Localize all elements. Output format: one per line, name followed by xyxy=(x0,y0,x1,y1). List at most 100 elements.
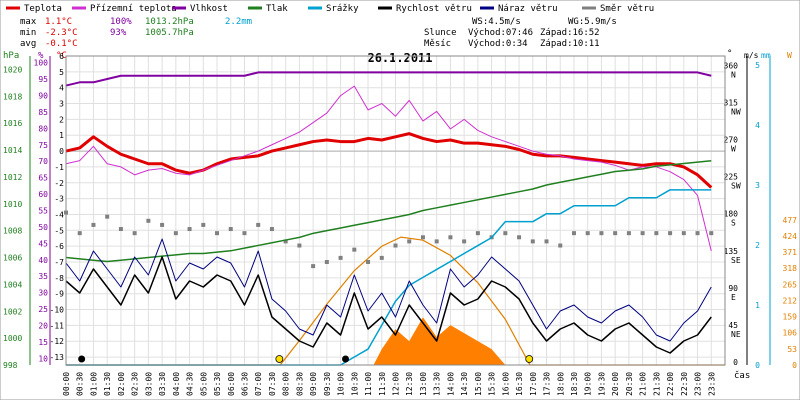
legend: Teplota Přízemní teplota Vlhkost Tlak Srážky… xyxy=(6,4,654,14)
plot-border xyxy=(65,55,726,366)
rain-intensity-area xyxy=(373,317,506,365)
y-tick-pct: 60 xyxy=(38,190,48,199)
unit-deg: ° xyxy=(727,49,732,59)
x-tick-label: 17:30 xyxy=(543,372,552,396)
unit-w: W xyxy=(787,51,792,60)
stat-max-hum: 100% xyxy=(110,17,132,27)
legend-label: Tlak xyxy=(266,4,288,14)
wind-direction-point xyxy=(420,235,425,240)
y-tick-hpa: 1004 xyxy=(3,280,22,289)
wind-direction-point xyxy=(585,231,590,236)
y-tick-w: 0 xyxy=(792,361,797,370)
wind-direction-point xyxy=(571,231,576,236)
x-tick-label: 21:00 xyxy=(639,372,648,396)
y-tick-degc: -3 xyxy=(54,195,64,204)
y-tick-hpa: 1014 xyxy=(3,146,22,155)
y-tick-pct: 25 xyxy=(38,305,48,314)
x-tick-label: 15:30 xyxy=(488,372,497,396)
y-tick-ms: 4 xyxy=(755,121,760,130)
y-tick-w: 477 xyxy=(783,216,798,225)
wind-direction-point xyxy=(105,214,110,219)
wind-direction-point xyxy=(324,260,329,264)
y-tick-degc: -2 xyxy=(54,179,64,188)
moonset-marker xyxy=(342,355,350,363)
wind-direction-point xyxy=(297,243,302,248)
wind-direction-point xyxy=(626,231,631,236)
moonrise-marker xyxy=(78,355,86,363)
y-tick-degc: -12 xyxy=(50,337,65,346)
wind-direction-point xyxy=(654,231,659,236)
x-tick-label: 23:30 xyxy=(707,372,716,396)
y-tick-degc: 2 xyxy=(59,115,64,124)
y-tick-dir: SE xyxy=(731,256,741,265)
wind-direction-point xyxy=(118,227,123,232)
x-tick-label: 02:30 xyxy=(131,372,140,396)
x-tick-label: 17:00 xyxy=(529,372,538,396)
y-tick-pct: 100 xyxy=(34,59,49,68)
y-tick-w: 265 xyxy=(783,280,798,289)
y-tick-degc: -4 xyxy=(54,210,64,219)
unit-mm: mm xyxy=(761,51,771,60)
x-tick-label: 09:00 xyxy=(309,372,318,396)
x-tick-label: 14:00 xyxy=(446,372,455,396)
wind-direction-point xyxy=(640,231,645,236)
stat-avg-label: avg xyxy=(20,39,36,49)
y-tick-ms: 5 xyxy=(755,61,760,70)
y-tick-pct: 30 xyxy=(38,289,48,298)
x-tick-label: 12:30 xyxy=(405,372,414,396)
y-tick-dir: NE xyxy=(731,330,741,339)
x-tick-label: 19:00 xyxy=(584,372,593,396)
x-tick-label: 18:30 xyxy=(570,372,579,396)
y-tick-pct: 45 xyxy=(38,239,48,248)
wind-direction-point xyxy=(681,231,686,236)
y-tick-ms: 0 xyxy=(755,361,760,370)
wind-direction-point xyxy=(517,235,522,240)
y-tick-hpa: 1008 xyxy=(3,227,22,236)
x-tick-label: 14:30 xyxy=(460,372,469,396)
y-tick-w: 424 xyxy=(783,232,798,241)
series-tlak xyxy=(65,160,712,263)
y-tick-w: 53 xyxy=(787,345,797,354)
x-tick-label: 01:00 xyxy=(89,372,98,396)
x-tick-label: 03:30 xyxy=(158,372,167,396)
x-tick-label: 06:30 xyxy=(240,372,249,396)
legend-label: Teplota xyxy=(24,4,62,14)
x-tick-label: 11:00 xyxy=(364,372,373,396)
y-tick-pct: 80 xyxy=(38,124,48,133)
wind-direction-point xyxy=(379,255,384,260)
y-tick-deg: 315 xyxy=(724,98,739,107)
series-teplota xyxy=(65,132,713,189)
chart-marks xyxy=(64,71,725,366)
axes: 1020101810161014101210101008100610041002… xyxy=(3,52,797,370)
y-tick-hpa: 1002 xyxy=(3,307,22,316)
x-tick-label: 03:00 xyxy=(144,372,153,396)
x-tick-label: 12:00 xyxy=(392,372,401,396)
x-tick-label: 07:30 xyxy=(268,372,277,396)
x-tick-label: 21:30 xyxy=(652,372,661,396)
wind-direction-point xyxy=(187,227,192,232)
wind-direction-point xyxy=(256,222,261,227)
x-tick-labels: 00:00 00:30 01:00 01:30 02:00 02:30 03:00 03:30… xyxy=(62,372,716,396)
y-tick-hpa: 1010 xyxy=(3,200,22,209)
y-tick-dir: W xyxy=(731,145,736,154)
wind-direction-point xyxy=(146,218,151,223)
y-tick-degc: 5 xyxy=(59,68,64,77)
wind-direction-point xyxy=(668,231,673,236)
y-tick-w: 106 xyxy=(783,329,798,338)
wind-direction-point xyxy=(530,239,535,244)
y-tick-pct: 20 xyxy=(38,322,48,331)
stat-max-temp: 1.1°C xyxy=(45,17,72,27)
y-tick-pct: 35 xyxy=(38,272,48,281)
stat-min-label: min xyxy=(20,28,36,38)
x-tick-label: 13:30 xyxy=(433,372,442,396)
y-tick-degc: -6 xyxy=(54,242,64,251)
y-tick-pct: 15 xyxy=(38,338,48,347)
wind-direction-point xyxy=(269,227,274,232)
x-tick-label: 10:30 xyxy=(350,372,359,396)
sunrise-marker xyxy=(275,355,284,363)
y-tick-degc: 4 xyxy=(59,84,64,93)
wind-direction-point xyxy=(462,239,467,244)
wind-direction-point xyxy=(91,222,96,227)
wind-direction-point xyxy=(709,231,714,236)
